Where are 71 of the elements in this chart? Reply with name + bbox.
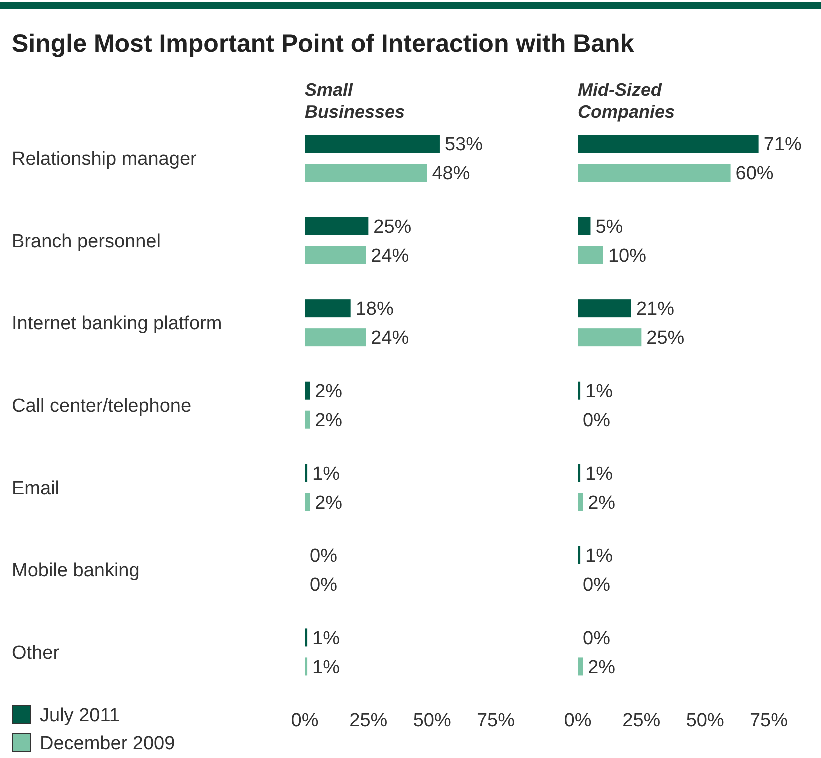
chart-subtitle: Mid-Sized Companies (578, 80, 676, 122)
bar (578, 464, 581, 482)
bar (305, 135, 440, 153)
data-label: 48% (432, 164, 470, 185)
bar (578, 658, 584, 676)
x-tick-label: 25% (350, 710, 388, 732)
chart-subtitle: Small Businesses (305, 80, 406, 122)
x-tick-label: 75% (476, 710, 516, 732)
data-label: 1% (312, 464, 340, 485)
data-label: 71% (764, 134, 802, 156)
data-label: 0% (583, 628, 611, 650)
bar (305, 658, 308, 676)
data-label: 25% (374, 216, 412, 238)
legend-label: July 2011 (40, 706, 120, 727)
data-label: 25% (646, 328, 685, 350)
data-label: 53% (444, 134, 484, 156)
data-label: 0% (583, 410, 611, 432)
data-label: 24% (371, 246, 410, 267)
bar (305, 493, 310, 512)
y-tick-label: Call center/telephone (12, 396, 192, 418)
data-label: 1% (312, 657, 340, 678)
bar (578, 546, 581, 564)
data-label: 0% (583, 575, 611, 596)
x-tick-label: 25% (622, 710, 661, 732)
bar (578, 246, 604, 264)
bar (578, 300, 632, 318)
data-label: 5% (596, 216, 624, 238)
y-tick-label: Mobile banking (12, 560, 140, 582)
chart-title: Single Most Important Point of Interaction with Bank (12, 30, 634, 58)
bar (305, 328, 366, 347)
x-tick-label: 50% (413, 710, 452, 732)
data-label: 1% (586, 464, 614, 485)
bar (578, 217, 591, 236)
bar (578, 382, 581, 400)
bar (305, 628, 308, 647)
y-tick-label: Internet banking platform (12, 314, 222, 335)
data-label: 10% (608, 246, 647, 267)
x-tick-label: 75% (750, 710, 788, 732)
bar (305, 382, 310, 400)
data-label: 18% (356, 299, 394, 320)
data-label: 1% (586, 382, 614, 403)
bar (578, 493, 584, 512)
bar (578, 328, 642, 347)
data-label: 0% (310, 546, 338, 568)
bar (305, 164, 428, 182)
data-label: 2% (315, 410, 343, 432)
data-label: 24% (371, 328, 410, 350)
data-label: 1% (586, 546, 614, 568)
x-tick-label: 0% (291, 710, 319, 732)
y-tick-label: Email (12, 478, 60, 500)
data-label: 2% (588, 657, 616, 678)
bar (305, 217, 369, 236)
y-tick-label: Branch personnel (12, 231, 161, 252)
x-tick-label: 50% (686, 710, 724, 732)
y-tick-label: Relationship manager (12, 149, 198, 170)
data-label: 2% (315, 382, 343, 403)
bar (305, 464, 308, 482)
data-label: 1% (312, 628, 340, 650)
bar (305, 410, 310, 429)
y-tick-label: Other (12, 642, 60, 664)
x-tick-label: 0% (564, 710, 592, 732)
legend-label: December 2009 (40, 734, 176, 755)
data-label: 21% (636, 299, 675, 320)
bar (578, 135, 759, 153)
data-label: 2% (315, 492, 343, 514)
data-label: 60% (736, 164, 774, 185)
data-label: 2% (588, 492, 616, 514)
bar (578, 164, 731, 182)
data-label: 0% (310, 575, 338, 596)
bar (305, 300, 351, 318)
bar (305, 246, 366, 264)
